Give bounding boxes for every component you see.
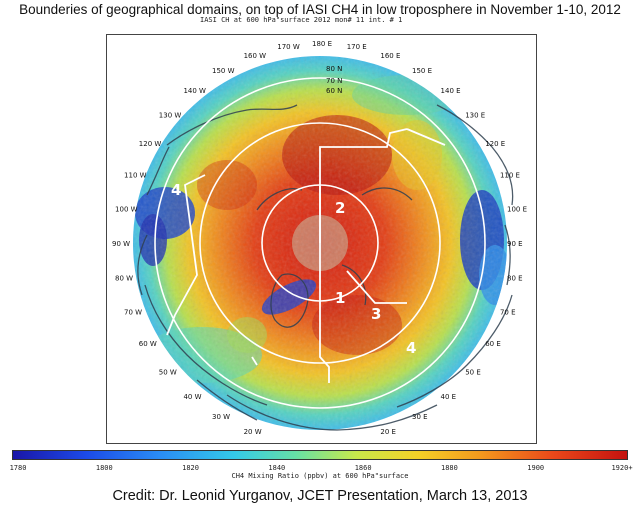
- domain-boundaries: [166, 128, 446, 383]
- meridian-label: 80 W: [115, 275, 133, 283]
- domain-label-1: 1: [335, 289, 345, 307]
- meridian-label: 120 W: [139, 140, 162, 148]
- meridian-label: 160 E: [380, 52, 400, 60]
- meridian-label: 140 E: [441, 87, 461, 95]
- coastlines: [137, 104, 514, 431]
- meridian-label: 80 E: [507, 275, 523, 283]
- colorbar-tick-label: 1860: [354, 464, 372, 472]
- lat-label-70n: 70 N: [326, 77, 342, 85]
- domain-label-2: 2: [335, 199, 345, 217]
- meridian-label: 50 W: [159, 369, 177, 377]
- page-title: Bounderies of geographical domains, on t…: [19, 2, 621, 17]
- meridian-label: 170 E: [347, 43, 367, 51]
- meridian-label: 90 W: [112, 240, 130, 248]
- meridian-label: 150 E: [412, 67, 432, 75]
- meridian-label: 50 E: [465, 369, 481, 377]
- meridian-label: 160 W: [244, 52, 267, 60]
- meridian-label: 110 E: [500, 172, 520, 180]
- lat-label-80n: 80 N: [326, 65, 342, 73]
- meridian-label: 180 E: [312, 40, 332, 48]
- meridian-label: 120 E: [485, 140, 505, 148]
- domain-label-4-east: 4: [406, 339, 416, 357]
- meridian-label: 90 E: [507, 240, 523, 248]
- domain-label-4-west: 4: [171, 181, 181, 199]
- meridian-label: 60 W: [139, 340, 157, 348]
- colorbar-tick-label: 1880: [440, 464, 458, 472]
- colorbar-tick-label: 1800: [95, 464, 113, 472]
- meridian-label: 70 E: [500, 308, 516, 316]
- meridian-label: 100 W: [115, 205, 138, 213]
- meridian-label: 100 E: [507, 205, 527, 213]
- meridian-label: 30 W: [212, 413, 230, 421]
- meridian-label: 140 W: [183, 87, 206, 95]
- domain-label-3: 3: [371, 305, 381, 323]
- latitude-circles: [154, 77, 486, 409]
- colorbar-tick-label: 1820: [182, 464, 199, 472]
- colorbar-tick-label: 1920+: [611, 464, 633, 472]
- colorbar-tick-label: 1840: [268, 464, 286, 472]
- meridian-label: 130 E: [465, 111, 485, 119]
- credit-line: Credit: Dr. Leonid Yurganov, JCET Presen…: [112, 488, 528, 504]
- colorbar-tick-label: 1780: [9, 464, 27, 472]
- meridian-label: 20 E: [380, 428, 396, 436]
- meridian-label: 30 E: [412, 413, 428, 421]
- lat-label-60n: 60 N: [326, 87, 342, 95]
- colorbar: [12, 450, 628, 460]
- meridian-label: 60 E: [485, 340, 501, 348]
- meridian-label: 150 W: [212, 67, 235, 75]
- colorbar-tick-label: 1900: [527, 464, 545, 472]
- polar-map: 1 2 3 4 4 80 N 70 N 60 N 180 E 170 E 170 W…: [106, 34, 537, 444]
- latitude-labels: 80 N 70 N 60 N: [326, 65, 342, 95]
- meridian-label: 20 W: [244, 428, 262, 436]
- meridian-label: 40 E: [441, 393, 457, 401]
- map-subtitle: IASI CH at 600 hPa"surface 2012 mon# 11 …: [200, 16, 403, 24]
- meridian-label: 130 W: [159, 111, 182, 119]
- meridian-label: 170 W: [277, 43, 300, 51]
- meridian-label: 70 W: [124, 308, 142, 316]
- meridian-label: 40 W: [183, 393, 201, 401]
- meridian-label: 110 W: [124, 172, 147, 180]
- colorbar-label: CH4 Mixing Ratio (ppbv) at 600 hPa"surfa…: [231, 472, 409, 480]
- domain-labels: 1 2 3 4 4: [171, 181, 416, 357]
